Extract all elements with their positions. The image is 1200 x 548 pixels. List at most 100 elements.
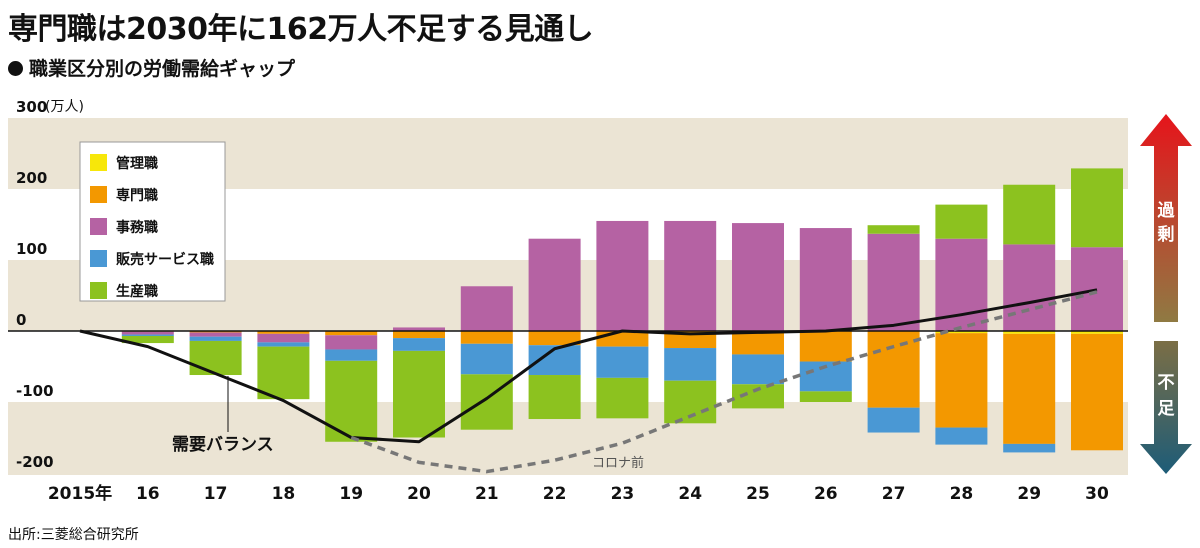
surplus-arrow: 過 剰	[1140, 114, 1192, 322]
balance-annotation: 需要バランス	[172, 435, 274, 455]
bar-segment	[732, 354, 784, 385]
bar-segment	[1003, 443, 1056, 453]
legend-label: 事務職	[116, 219, 158, 236]
bar-segment	[732, 223, 784, 331]
x-tick-label: 19	[339, 484, 363, 504]
x-tick-label: 20	[407, 484, 431, 504]
bar-segment	[732, 331, 784, 355]
bar-segment	[799, 228, 852, 331]
bars	[121, 168, 1123, 453]
bar-segment	[596, 331, 649, 347]
y-tick-label: 100	[16, 240, 47, 258]
bar-segment	[257, 346, 310, 400]
bar-segment	[799, 331, 852, 362]
bar-segment	[460, 286, 513, 331]
bar-segment	[189, 336, 242, 341]
chart-title: 専門職は2030年に162万人不足する見通し	[8, 12, 594, 47]
bar-segment	[393, 338, 445, 351]
bar-segment	[935, 333, 988, 428]
y-tick-label: 300	[16, 98, 47, 116]
bullet-icon	[8, 61, 23, 76]
bar-segment	[1071, 333, 1123, 451]
x-tick-label: 29	[1017, 484, 1041, 504]
x-tick-label: 21	[475, 484, 499, 504]
bar-segment	[393, 350, 445, 438]
bar-segment	[189, 332, 242, 337]
x-tick-label: 16	[136, 484, 160, 504]
bar-segment	[935, 204, 988, 239]
bar-segment	[664, 220, 717, 331]
bar-segment	[935, 331, 988, 334]
bar-segment	[393, 331, 445, 339]
bar-segment	[121, 334, 174, 336]
bar-segment	[1003, 331, 1056, 334]
legend-label: 管理職	[116, 155, 158, 172]
bar-segment	[867, 225, 920, 234]
legend-swatch	[90, 154, 107, 171]
legend-label: 生産職	[116, 283, 158, 300]
x-tick-label: 30	[1085, 484, 1109, 504]
x-tick-label: 24	[678, 484, 702, 504]
bar-segment	[1003, 244, 1056, 331]
lines	[79, 288, 1098, 474]
bar-segment	[596, 377, 649, 419]
legend-label: 販売サービス職	[116, 251, 214, 268]
bar-segment	[257, 342, 310, 347]
bar-segment	[121, 335, 174, 344]
legend-swatch	[90, 218, 107, 235]
y-tick-label: 200	[16, 169, 47, 187]
bar-segment	[460, 343, 513, 375]
bar-segment	[596, 346, 649, 378]
bar-segment	[189, 340, 242, 376]
bar-segment	[664, 331, 717, 349]
balance-line	[79, 288, 1098, 444]
y-unit: (万人)	[45, 99, 84, 115]
bar-segment	[799, 391, 852, 402]
bar-segment	[121, 331, 174, 335]
legend-swatch	[90, 250, 107, 267]
bar-segment	[528, 375, 581, 420]
x-tick-label: 23	[611, 484, 635, 504]
y-tick-label: -200	[16, 453, 54, 471]
bar-segment	[867, 233, 920, 331]
x-tick-label: 2015年	[48, 483, 112, 504]
bar-segment	[528, 331, 581, 346]
chart-subtitle-text: 職業区分別の労働需給ギャップ	[29, 58, 296, 80]
surplus-label-1: 過	[1158, 201, 1176, 221]
bar-segment	[664, 348, 717, 381]
x-tick-label: 26	[814, 484, 838, 504]
y-tick-label: -100	[16, 382, 54, 400]
pre-covid-line	[350, 290, 1098, 474]
legend-swatch	[90, 282, 107, 299]
legend-label: 専門職	[116, 187, 158, 204]
shortage-label-1: 不	[1158, 373, 1175, 393]
x-tick-label: 28	[950, 484, 974, 504]
bar-segment	[1003, 333, 1056, 444]
surplus-label-2: 剰	[1157, 225, 1175, 245]
bar-segment	[325, 335, 378, 350]
bar-segment	[325, 360, 378, 442]
shortage-label-2: 足	[1158, 399, 1175, 419]
x-tick-label: 25	[746, 484, 770, 504]
shortage-arrow: 不 足	[1140, 341, 1192, 474]
x-tick-label: 17	[204, 484, 228, 504]
x-axis: 2015年 16 17 18 19 20 21 22 23 24 25 26 27 28 29 30	[48, 483, 1109, 504]
bar-segment	[1071, 168, 1123, 248]
bar-segment	[528, 238, 581, 331]
bar-segment	[460, 374, 513, 430]
bar-segment	[935, 427, 988, 445]
bar-segment	[1071, 247, 1123, 331]
bar-segment	[325, 349, 378, 361]
bar-segment	[393, 327, 445, 331]
chart-subtitle: 職業区分別の労働需給ギャップ	[8, 54, 295, 81]
bar-segment	[1071, 331, 1123, 334]
y-tick-label: 0	[16, 311, 26, 329]
bar-segment	[867, 407, 920, 433]
bar-segment	[257, 331, 310, 334]
x-tick-label: 18	[272, 484, 296, 504]
pre-covid-annotation: コロナ前	[592, 455, 644, 471]
source-note: 出所:三菱総合研究所	[8, 527, 139, 543]
bar-segment	[596, 220, 649, 331]
